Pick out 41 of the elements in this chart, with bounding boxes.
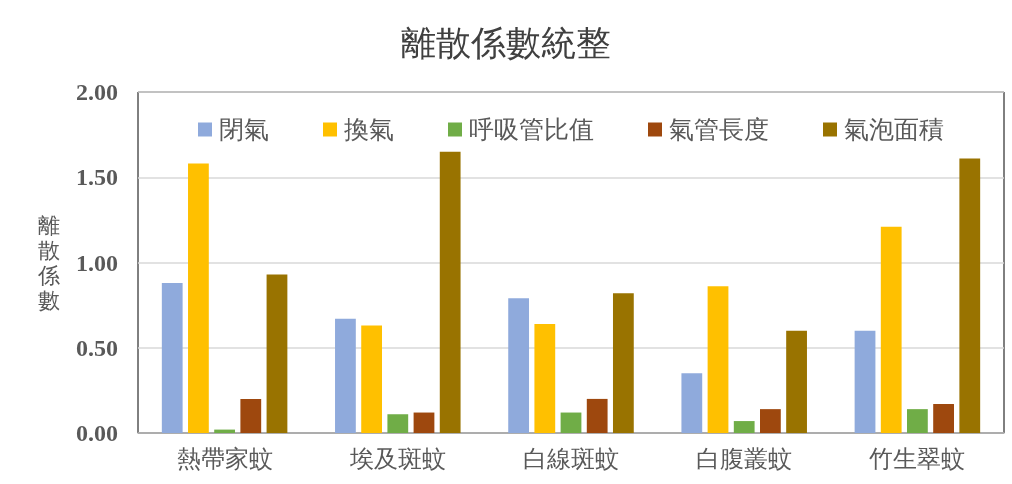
bar <box>335 318 356 433</box>
bar <box>854 330 876 433</box>
bar <box>266 274 288 433</box>
legend-label: 氣管長度 <box>669 115 769 144</box>
bar <box>161 282 183 433</box>
y-tick-label: 1.00 <box>76 249 118 276</box>
bar <box>612 293 634 433</box>
y-axis-title: 離散係數 <box>37 212 60 313</box>
x-tick-label: 埃及斑蚊 <box>348 445 446 473</box>
bar <box>387 414 409 433</box>
chart-title: 離散係數統整 <box>401 22 611 63</box>
x-tick-label: 白腹叢蚊 <box>696 445 793 473</box>
bar <box>959 158 981 433</box>
legend-label: 氣泡面積 <box>844 115 944 144</box>
y-tick-label: 0.50 <box>76 334 118 361</box>
x-tick-label: 白線斑蚊 <box>523 445 619 473</box>
bar <box>586 398 608 433</box>
y-tick-label: 0.00 <box>76 420 118 446</box>
bar <box>240 398 262 433</box>
bar <box>933 404 954 433</box>
bar <box>733 421 755 433</box>
bar <box>907 409 928 433</box>
bar <box>188 163 209 433</box>
bar <box>413 412 435 433</box>
bar <box>560 412 582 433</box>
bar <box>439 151 461 433</box>
bar <box>786 330 807 433</box>
bar <box>707 286 729 433</box>
bar <box>681 373 703 433</box>
bar <box>760 409 781 433</box>
bar <box>508 298 530 433</box>
x-tick-label: 熱帶家蚊 <box>176 445 273 473</box>
legend-label: 閉氣 <box>219 115 269 144</box>
legend-label: 換氣 <box>344 115 394 144</box>
bar <box>361 325 382 433</box>
y-tick-label: 2.00 <box>76 79 118 105</box>
y-tick-label: 1.50 <box>76 164 118 191</box>
x-tick-label: 竹生翠蚊 <box>869 445 966 473</box>
legend-label: 呼吸管比值 <box>469 115 594 144</box>
bar <box>534 323 556 433</box>
bar <box>880 226 902 433</box>
